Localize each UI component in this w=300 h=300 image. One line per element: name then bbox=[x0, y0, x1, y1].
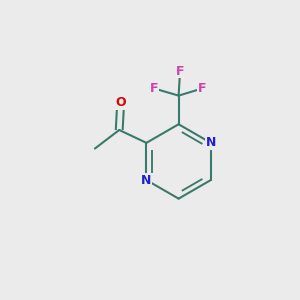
Text: F: F bbox=[150, 82, 158, 95]
Text: O: O bbox=[115, 96, 126, 109]
Text: N: N bbox=[141, 173, 152, 187]
Text: F: F bbox=[198, 82, 206, 95]
Text: N: N bbox=[206, 136, 216, 149]
Text: F: F bbox=[176, 65, 184, 78]
